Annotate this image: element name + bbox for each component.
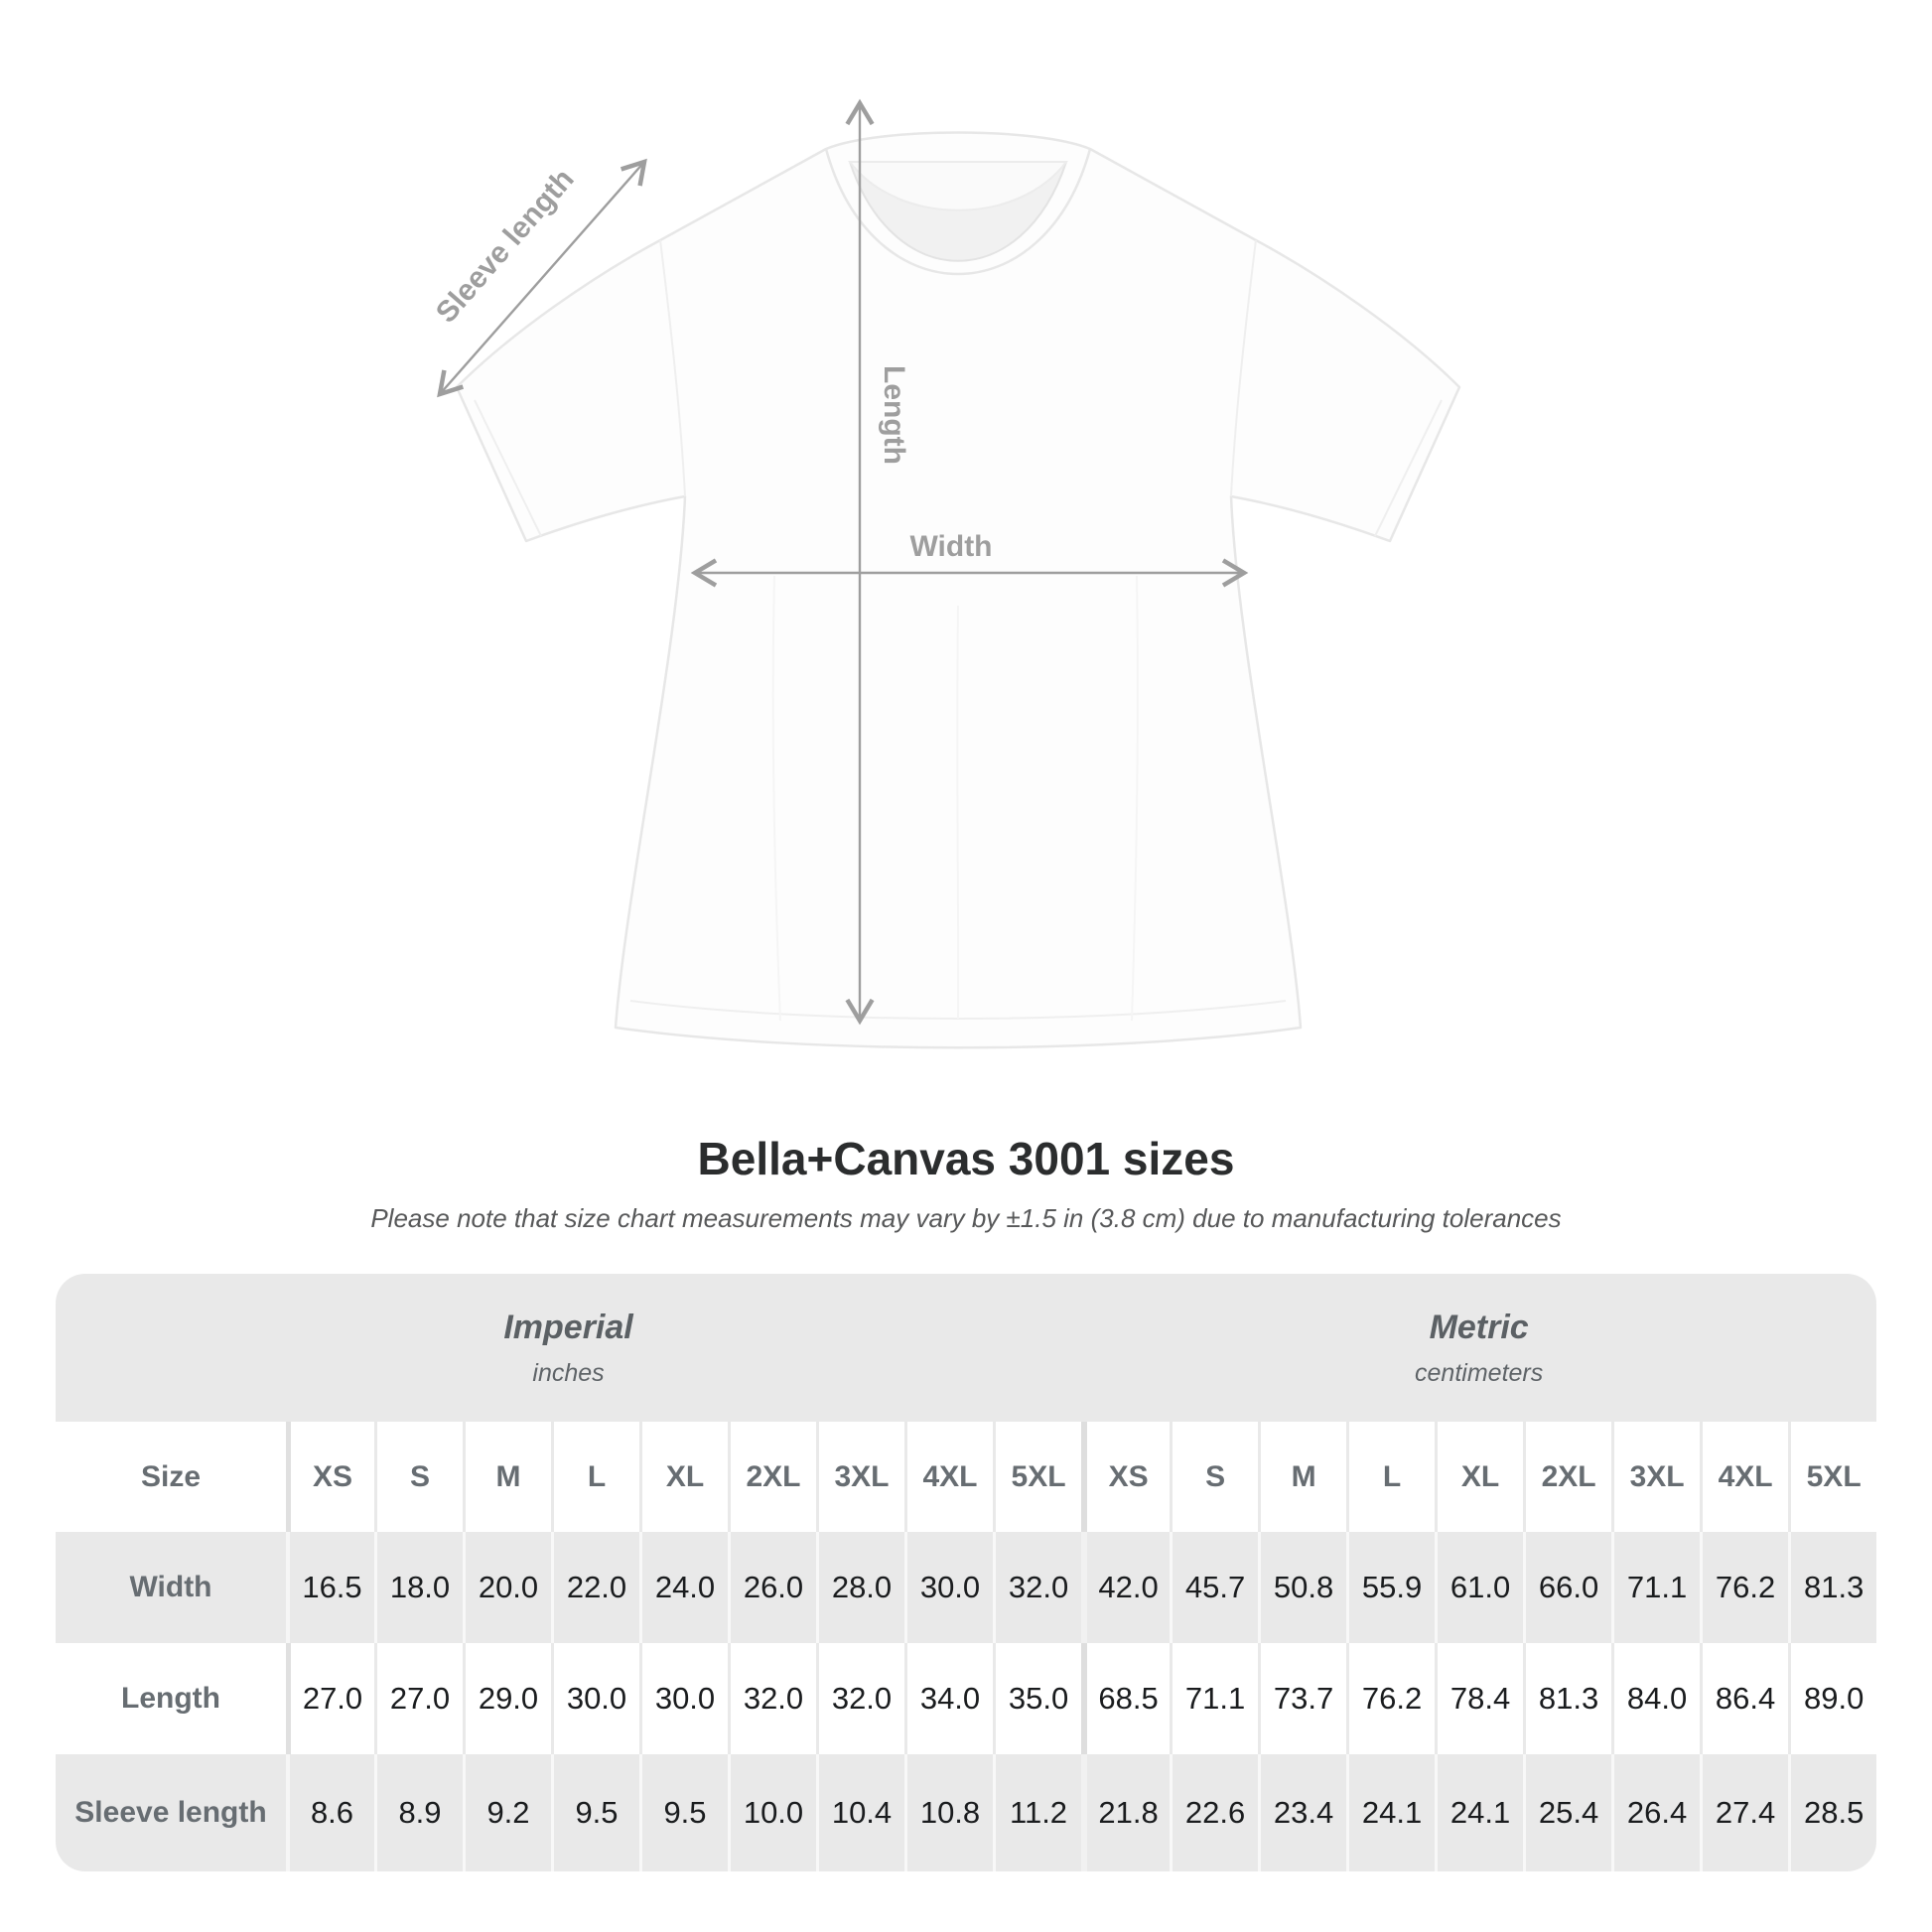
page-title: Bella+Canvas 3001 sizes: [697, 1133, 1235, 1184]
metric-section-header: Metric centimeters: [1081, 1274, 1876, 1422]
measurement-cell: 11.2: [993, 1754, 1082, 1871]
metric-section-unit: centimeters: [1415, 1358, 1544, 1387]
measurement-cell: 10.8: [904, 1754, 993, 1871]
measurement-cell: 16.5: [286, 1532, 374, 1643]
measurement-cell: 27.0: [374, 1643, 463, 1754]
tshirt-measurement-diagram: Sleeve length Length Width: [430, 98, 1461, 1049]
measurement-cell: 55.9: [1346, 1532, 1436, 1643]
measurement-cell: 32.0: [816, 1643, 904, 1754]
measurement-cell: 84.0: [1611, 1643, 1701, 1754]
measurement-cell: 26.4: [1611, 1754, 1701, 1871]
measurement-arrows: [437, 98, 1249, 1026]
measurement-cell: 10.4: [816, 1754, 904, 1871]
size-header-row: Size XS S M L XL 2XL 3XL 4XL 5XL XS S M …: [56, 1422, 1876, 1532]
measurement-cell: 61.0: [1435, 1532, 1524, 1643]
tshirt-graphic: [455, 131, 1461, 1049]
measurement-cell: 32.0: [993, 1532, 1082, 1643]
measurement-cell: 28.0: [816, 1532, 904, 1643]
measurement-cell: 86.4: [1700, 1643, 1789, 1754]
row-header-length: Length: [56, 1643, 286, 1754]
row-header-width: Width: [56, 1532, 286, 1643]
measurement-cell: 9.2: [463, 1754, 551, 1871]
measurement-cell: 76.2: [1346, 1643, 1436, 1754]
measurement-cell: 50.8: [1258, 1532, 1347, 1643]
measurement-cell: 22.6: [1170, 1754, 1259, 1871]
metric-size-col-header: 3XL: [1611, 1422, 1701, 1532]
imperial-size-col-header: XL: [639, 1422, 728, 1532]
measurement-cell: 29.0: [463, 1643, 551, 1754]
metric-size-col-header: S: [1170, 1422, 1259, 1532]
measurement-cell: 24.1: [1435, 1754, 1524, 1871]
imperial-size-col-header: 2XL: [728, 1422, 816, 1532]
metric-section-title: Metric: [1429, 1308, 1529, 1346]
width-label: Width: [909, 530, 992, 563]
imperial-size-col-header: M: [463, 1422, 551, 1532]
measurement-cell: 34.0: [904, 1643, 993, 1754]
length-label: Length: [878, 365, 910, 465]
measurement-cell: 71.1: [1170, 1643, 1259, 1754]
measurement-cell: 30.0: [639, 1643, 728, 1754]
imperial-size-col-header: S: [374, 1422, 463, 1532]
metric-size-col-header: M: [1258, 1422, 1347, 1532]
measurement-cell: 71.1: [1611, 1532, 1701, 1643]
size-table: Imperial inches Metric centimeters Size …: [56, 1274, 1876, 1871]
imperial-size-col-header: L: [551, 1422, 639, 1532]
measurement-cell: 20.0: [463, 1532, 551, 1643]
measurement-cell: 68.5: [1081, 1643, 1171, 1754]
measurement-cell: 27.0: [286, 1643, 374, 1754]
imperial-size-col-header: 3XL: [816, 1422, 904, 1532]
measurement-cell: 8.9: [374, 1754, 463, 1871]
measurement-cell: 21.8: [1081, 1754, 1171, 1871]
measurement-cell: 22.0: [551, 1532, 639, 1643]
measurement-cell: 32.0: [728, 1643, 816, 1754]
measurement-cell: 25.4: [1523, 1754, 1612, 1871]
measurement-cell: 9.5: [639, 1754, 728, 1871]
metric-size-col-header: XL: [1435, 1422, 1524, 1532]
measurement-cell: 24.0: [639, 1532, 728, 1643]
measurement-cell: 35.0: [993, 1643, 1082, 1754]
measurement-cell: 24.1: [1346, 1754, 1436, 1871]
size-column-header: Size: [56, 1422, 286, 1532]
width-row: Width 16.5 18.0 20.0 22.0 24.0 26.0 28.0…: [56, 1532, 1876, 1643]
measurement-cell: 66.0: [1523, 1532, 1612, 1643]
measurement-cell: 18.0: [374, 1532, 463, 1643]
imperial-section-header: Imperial inches: [56, 1274, 1082, 1422]
measurement-cell: 26.0: [728, 1532, 816, 1643]
imperial-section-title: Imperial: [503, 1308, 633, 1346]
measurement-cell: 81.3: [1788, 1532, 1876, 1643]
measurement-cell: 28.5: [1788, 1754, 1876, 1871]
measurement-cell: 45.7: [1170, 1532, 1259, 1643]
imperial-size-col-header: 4XL: [904, 1422, 993, 1532]
measurement-cell: 76.2: [1700, 1532, 1789, 1643]
measurement-cell: 30.0: [551, 1643, 639, 1754]
metric-size-col-header: XS: [1081, 1422, 1171, 1532]
measurement-cell: 81.3: [1523, 1643, 1612, 1754]
length-row: Length 27.0 27.0 29.0 30.0 30.0 32.0 32.…: [56, 1643, 1876, 1754]
sleeve-length-row: Sleeve length 8.6 8.9 9.2 9.5 9.5 10.0 1…: [56, 1754, 1876, 1871]
row-header-sleeve-length: Sleeve length: [56, 1754, 286, 1871]
metric-size-col-header: 5XL: [1788, 1422, 1876, 1532]
measurement-cell: 27.4: [1700, 1754, 1789, 1871]
measurement-cell: 73.7: [1258, 1643, 1347, 1754]
measurement-cell: 89.0: [1788, 1643, 1876, 1754]
measurement-cell: 10.0: [728, 1754, 816, 1871]
metric-size-col-header: 4XL: [1700, 1422, 1789, 1532]
imperial-size-col-header: 5XL: [993, 1422, 1082, 1532]
measurement-cell: 42.0: [1081, 1532, 1171, 1643]
measurement-cell: 78.4: [1435, 1643, 1524, 1754]
measurement-cell: 9.5: [551, 1754, 639, 1871]
metric-size-col-header: L: [1346, 1422, 1436, 1532]
metric-size-col-header: 2XL: [1523, 1422, 1612, 1532]
measurement-cell: 8.6: [286, 1754, 374, 1871]
imperial-size-col-header: XS: [286, 1422, 374, 1532]
measurement-cell: 30.0: [904, 1532, 993, 1643]
unit-band-row: Imperial inches Metric centimeters: [56, 1274, 1876, 1422]
sleeve-length-arrow: [437, 158, 647, 398]
shirt-creases: [771, 575, 1139, 1022]
imperial-section-unit: inches: [532, 1358, 605, 1387]
measurement-cell: 23.4: [1258, 1754, 1347, 1871]
page-subtitle: Please note that size chart measurements…: [370, 1203, 1562, 1233]
